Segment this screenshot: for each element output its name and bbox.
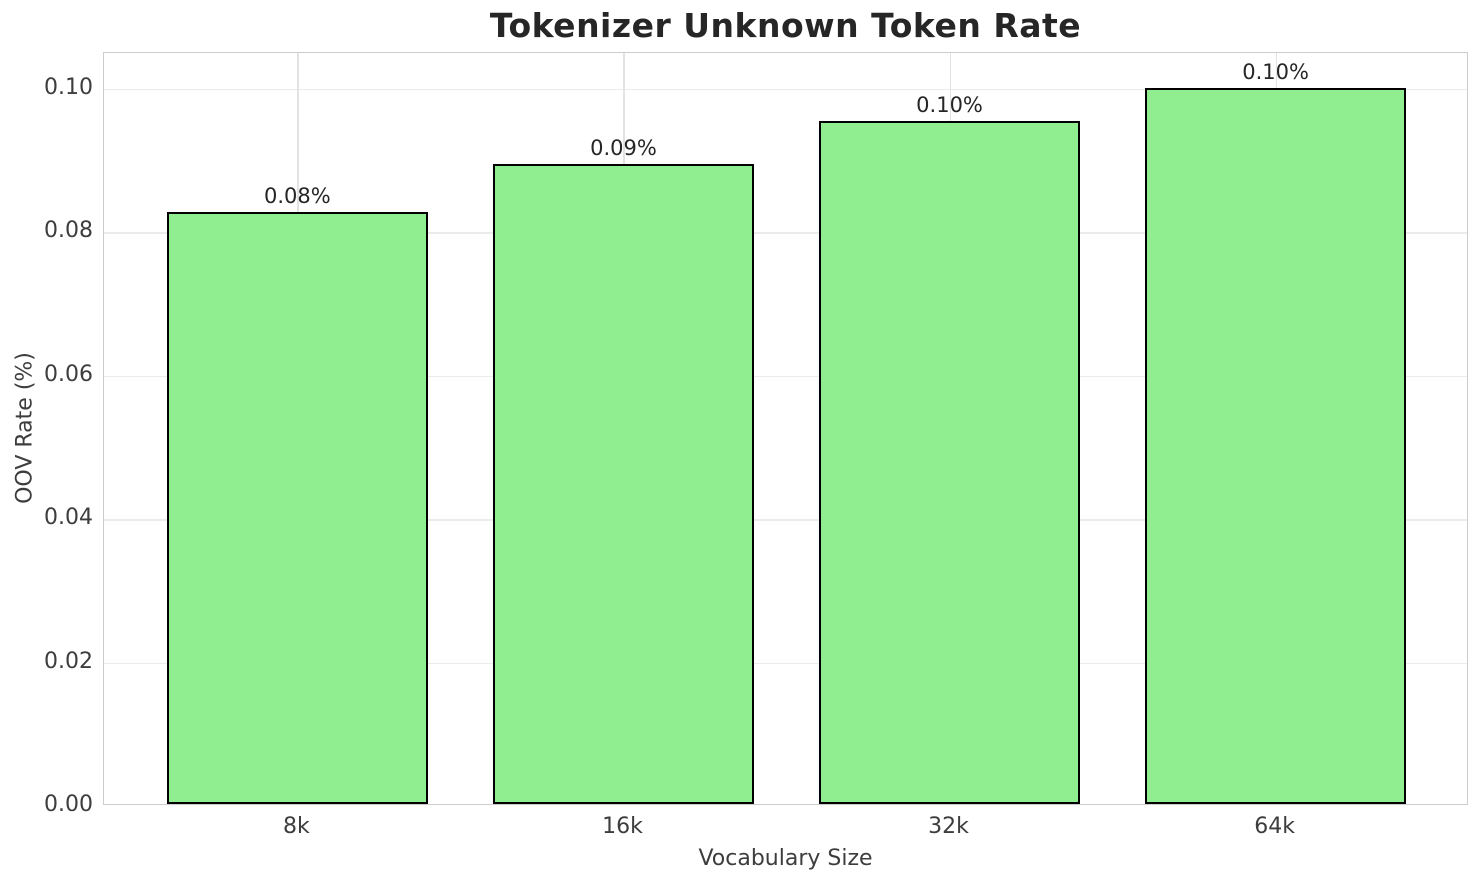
bar-16k	[493, 163, 754, 804]
chart-title: Tokenizer Unknown Token Rate	[489, 6, 1082, 45]
bar-value-label: 0.09%	[590, 135, 657, 160]
h-gridline	[104, 375, 1467, 378]
y-tick-label: 0.08	[44, 218, 93, 244]
bar-32k	[819, 121, 1080, 804]
h-gridline	[104, 232, 1467, 234]
bar-8k	[166, 212, 428, 804]
bar-value-label: 0.10%	[916, 93, 983, 118]
h-gridline	[104, 88, 1467, 91]
x-tick-label: 16k	[602, 814, 643, 839]
bar-64k	[1145, 87, 1407, 804]
h-gridline	[104, 662, 1467, 665]
x-axis-label: Vocabulary Size	[698, 846, 873, 871]
y-tick-label: 0.04	[44, 505, 93, 531]
y-tick-label: 0.10	[44, 74, 93, 100]
plot-area: 0.08% 0.09% 0.10% 0.10%	[103, 52, 1468, 805]
x-tick-label: 32k	[928, 814, 969, 839]
y-tick-label: 0.00	[44, 792, 93, 817]
bar-value-label: 0.10%	[1242, 59, 1309, 84]
y-tick-label: 0.06	[44, 361, 93, 387]
x-tick-label: 8k	[282, 814, 310, 839]
bar-value-label: 0.08%	[264, 184, 331, 209]
x-tick-label: 64k	[1254, 814, 1295, 839]
y-tick-label: 0.02	[44, 648, 93, 674]
h-gridline	[104, 519, 1467, 521]
